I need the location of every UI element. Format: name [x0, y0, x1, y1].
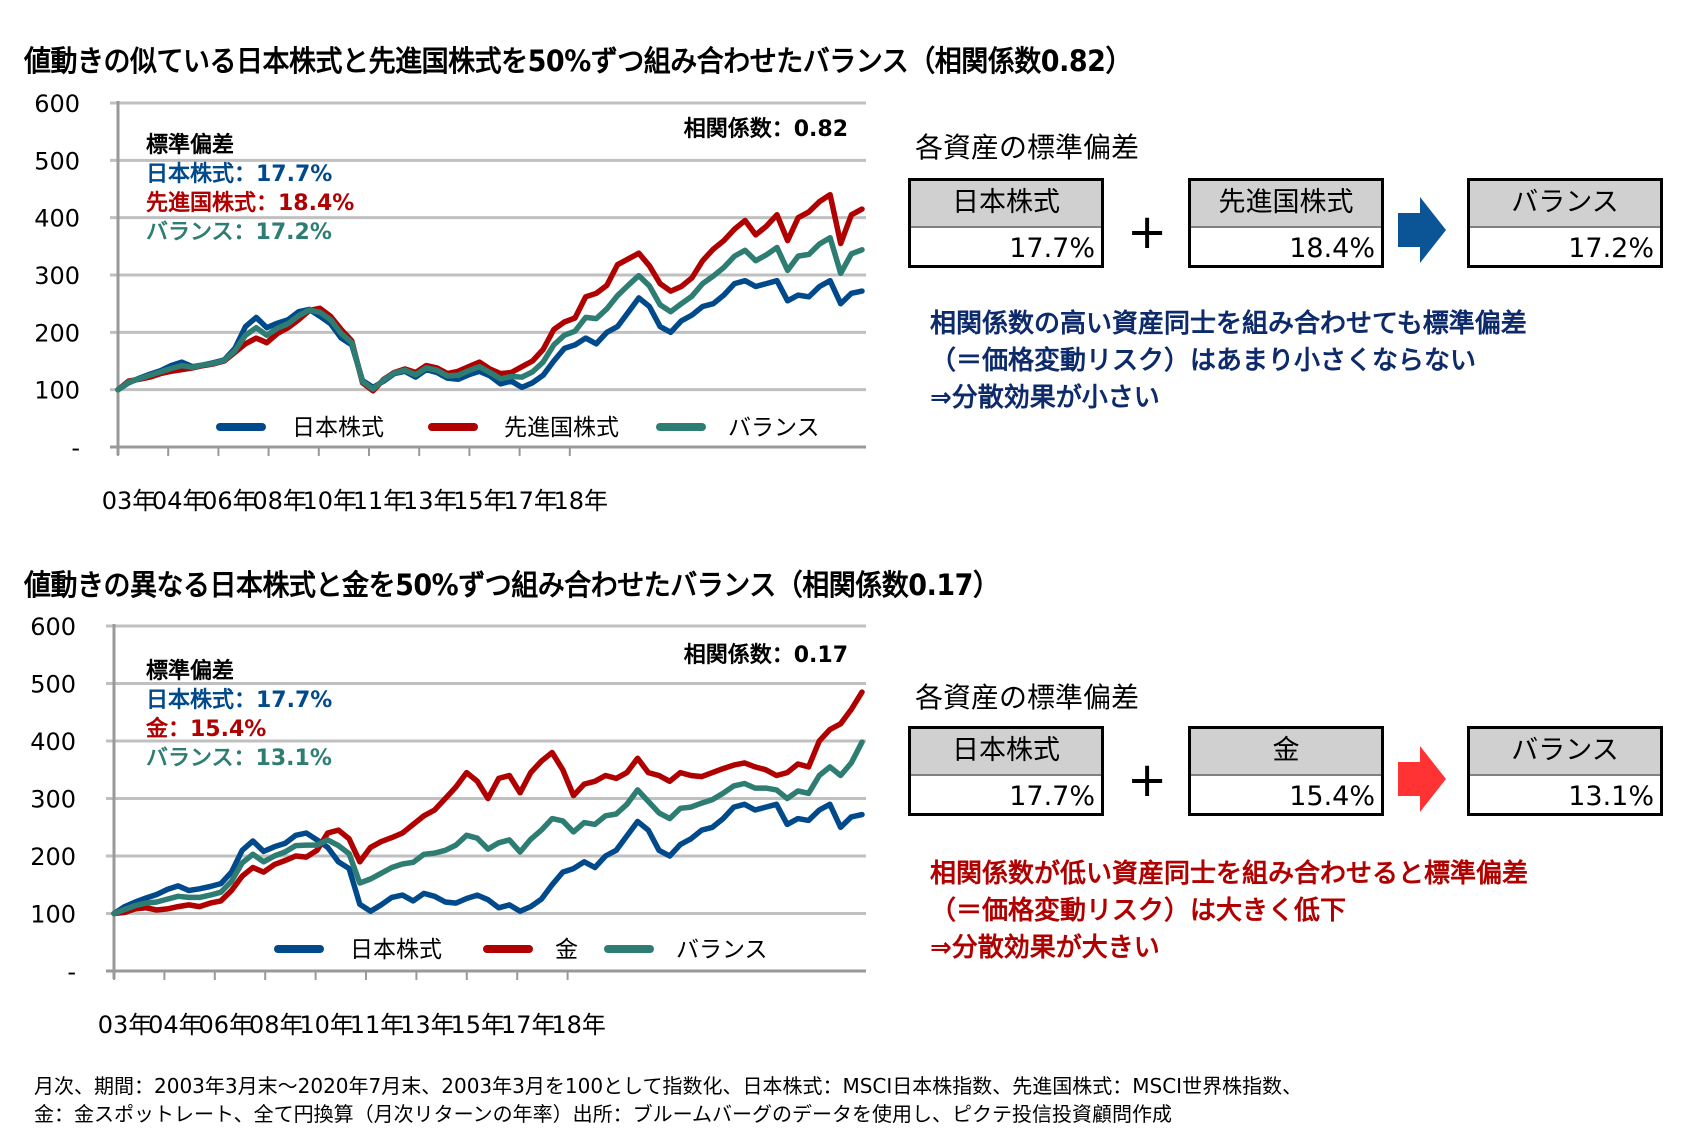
x-tick-label: 04年 — [148, 1011, 203, 1039]
stdev-annotation-balance: バランス：13.1% — [146, 746, 332, 771]
x-tick-label: 11年 — [350, 1011, 405, 1039]
panel-title: 各資産の標準偏差 — [915, 681, 1140, 714]
x-tick-label: 17年 — [503, 487, 558, 515]
y-tick-label: 500 — [30, 671, 76, 699]
x-tick-label: 17年 — [501, 1011, 556, 1039]
x-tick-label: 06年 — [202, 487, 257, 515]
stdev-box-label: バランス — [1470, 729, 1660, 776]
stdev-box-value: 18.4% — [1289, 233, 1375, 264]
message-line: 相関係数が低い資産同士を組み合わせると標準偏差 — [930, 859, 1529, 889]
series-line-developed — [115, 191, 865, 394]
y-tick-label: - — [71, 434, 80, 462]
series-line-gold — [111, 689, 865, 917]
stdev-annotation-japan: 日本株式：17.7% — [146, 688, 332, 713]
stdev-box-developed: 先進国株式 18.4% — [1188, 178, 1384, 268]
y-tick-label: 300 — [30, 786, 76, 814]
x-tick-label: 06年 — [199, 1011, 254, 1039]
stdev-box-value: 15.4% — [1289, 781, 1375, 812]
y-tick-label: 600 — [34, 90, 80, 118]
stdev-box-value: 17.7% — [1009, 233, 1095, 264]
stdev-box-japan: 日本株式 17.7% — [908, 178, 1104, 268]
y-tick-label: 100 — [30, 901, 76, 929]
legend-label-japan: 日本株式 — [292, 415, 384, 441]
stdev-box-label: 日本株式 — [911, 181, 1101, 228]
section-title-correlated: 値動きの似ている日本株式と先進国株式を50%ずつ組み合わせたバランス（相関係数0… — [24, 44, 1132, 78]
y-tick-label: - — [67, 958, 76, 986]
series-line-japan — [111, 801, 865, 917]
footnote-line: 月次、期間：2003年3月末～2020年7月末、2003年3月を100として指数… — [34, 1074, 1303, 1098]
y-tick-label: 300 — [34, 262, 80, 290]
legend-label-gold: 金 — [555, 937, 578, 963]
line-chart-japan-vs-gold: - 100 200 300 400 500 600 03年04年06年08年10年11年13年… — [30, 613, 866, 1039]
stdev-box-value: 13.1% — [1568, 781, 1654, 812]
x-tick-label: 04年 — [152, 487, 207, 515]
stdev-box-japan: 日本株式 17.7% — [908, 726, 1104, 816]
arrow-right-icon — [1398, 746, 1446, 812]
correlation-annotation: 相関係数：0.82 — [684, 116, 848, 142]
message-line: 相関係数の高い資産同士を組み合わせても標準偏差 — [930, 309, 1527, 339]
series-line-balance — [115, 234, 865, 393]
message-line: （＝価格変動リスク）はあまり小さくならない — [930, 346, 1477, 376]
series-line-balance — [111, 739, 865, 917]
y-tick-label: 200 — [30, 843, 76, 871]
stdev-box-label: 先進国株式 — [1191, 181, 1381, 228]
x-tick-label: 10年 — [299, 1011, 354, 1039]
stdev-header: 標準偏差 — [146, 658, 234, 684]
line-chart-japan-vs-developed: - 100 200 300 400 500 600 03年04年06年08年10年11年13年… — [34, 90, 866, 515]
x-tick-label: 18年 — [554, 487, 609, 515]
stdev-box-balance: バランス 13.1% — [1467, 726, 1663, 816]
x-tick-label: 03年 — [102, 487, 157, 515]
legend-label-balance: バランス — [728, 415, 820, 441]
y-tick-label: 500 — [34, 147, 80, 175]
stdev-box-label: バランス — [1470, 181, 1660, 228]
x-tick-label: 18年 — [551, 1011, 606, 1039]
stdev-header: 標準偏差 — [146, 132, 234, 158]
panel-title: 各資産の標準偏差 — [915, 131, 1140, 164]
section-title-uncorrelated: 値動きの異なる日本株式と金を50%ずつ組み合わせたバランス（相関係数0.17） — [24, 568, 1000, 602]
stdev-box-label: 日本株式 — [911, 729, 1101, 776]
x-tick-label: 08年 — [249, 1011, 304, 1039]
y-tick-label: 100 — [34, 377, 80, 405]
plus-sign: + — [1127, 204, 1168, 260]
series-line-japan — [115, 277, 865, 393]
y-tick-label: 600 — [30, 613, 76, 641]
y-tick-label: 200 — [34, 319, 80, 347]
arrow-right-icon — [1398, 197, 1446, 263]
legend-label-balance: バランス — [676, 937, 768, 963]
x-tick-label: 15年 — [453, 487, 508, 515]
stdev-box-label: 金 — [1191, 729, 1381, 776]
y-tick-label: 400 — [30, 728, 76, 756]
legend-label-japan: 日本株式 — [350, 937, 442, 963]
x-tick-label: 13年 — [400, 1011, 455, 1039]
stdev-annotation-balance: バランス：17.2% — [146, 220, 332, 245]
stdev-box-gold: 金 15.4% — [1188, 726, 1384, 816]
stdev-annotation-developed: 先進国株式：18.4% — [146, 191, 354, 216]
footnote-line: 金：金スポットレート、全て円換算（月次リターンの年率）出所：ブルームバーグのデー… — [34, 1102, 1172, 1126]
message-line: ⇒分散効果が小さい — [930, 383, 1160, 413]
x-tick-label: 11年 — [353, 487, 408, 515]
stdev-annotation-gold: 金：15.4% — [145, 716, 266, 742]
x-tick-label: 08年 — [252, 487, 307, 515]
plus-sign: + — [1127, 752, 1168, 808]
stdev-box-value: 17.7% — [1009, 781, 1095, 812]
y-tick-label: 400 — [34, 205, 80, 233]
stdev-box-value: 17.2% — [1568, 233, 1654, 264]
conclusion-message-correlated: 相関係数の高い資産同士を組み合わせても標準偏差 （＝価格変動リスク）はあまり小さ… — [930, 306, 1527, 417]
x-tick-label: 13年 — [403, 487, 458, 515]
stdev-box-balance: バランス 17.2% — [1467, 178, 1663, 268]
message-line: ⇒分散効果が大きい — [930, 933, 1160, 963]
legend-label-developed: 先進国株式 — [504, 415, 619, 441]
conclusion-message-uncorrelated: 相関係数が低い資産同士を組み合わせると標準偏差 （＝価格変動リスク）は大きく低下… — [930, 856, 1528, 967]
message-line: （＝価格変動リスク）は大きく低下 — [930, 896, 1347, 926]
stdev-annotation-japan: 日本株式：17.7% — [146, 162, 332, 187]
x-tick-label: 15年 — [451, 1011, 506, 1039]
x-tick-label: 03年 — [98, 1011, 153, 1039]
x-tick-label: 10年 — [303, 487, 358, 515]
correlation-annotation: 相関係数：0.17 — [684, 642, 848, 668]
footnote: 月次、期間：2003年3月末～2020年7月末、2003年3月を100として指数… — [34, 1072, 1302, 1128]
